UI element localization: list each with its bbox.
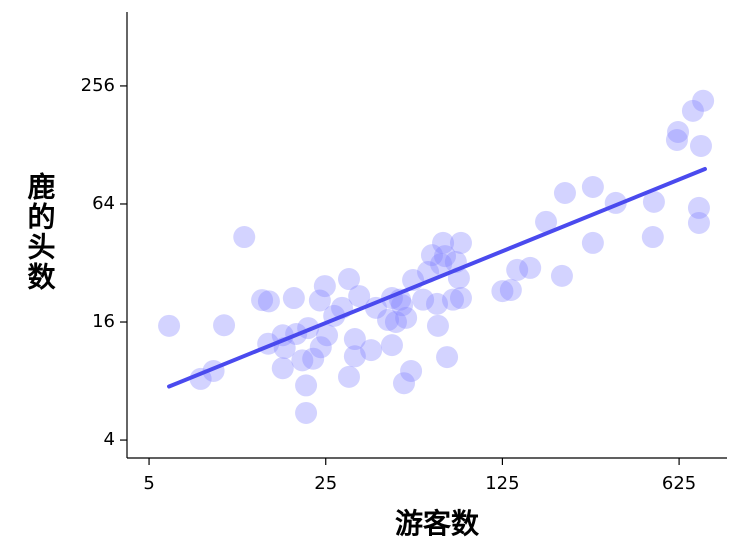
point xyxy=(257,290,280,313)
point xyxy=(553,182,576,205)
point xyxy=(581,231,604,254)
point xyxy=(380,334,403,357)
point xyxy=(158,314,181,337)
point xyxy=(499,279,522,302)
point xyxy=(343,345,366,368)
point xyxy=(360,339,383,362)
point xyxy=(295,374,318,397)
point xyxy=(449,231,472,254)
x-tick-label: 625 xyxy=(662,473,696,494)
point xyxy=(430,253,453,276)
point xyxy=(348,285,371,308)
point xyxy=(550,264,573,287)
y-tick-label: 4 xyxy=(104,429,115,450)
point xyxy=(491,280,514,303)
point xyxy=(449,287,472,310)
x-axis-label: 游客数 xyxy=(395,507,480,540)
point xyxy=(434,245,457,268)
point xyxy=(395,306,418,329)
point xyxy=(535,210,558,233)
point xyxy=(309,336,332,359)
point xyxy=(641,226,664,249)
point xyxy=(506,258,529,281)
point xyxy=(282,287,305,310)
x-tick-label: 5 xyxy=(143,473,154,494)
y-tick-label: 256 xyxy=(81,75,115,96)
point xyxy=(692,89,715,112)
point xyxy=(271,357,294,380)
point xyxy=(432,231,455,254)
point xyxy=(426,314,449,337)
point xyxy=(213,314,236,337)
point xyxy=(233,226,256,249)
point xyxy=(420,244,443,267)
point xyxy=(316,324,339,347)
point xyxy=(384,311,407,334)
trend-line xyxy=(167,167,707,389)
point xyxy=(400,360,423,383)
point xyxy=(308,289,331,312)
point xyxy=(436,346,459,369)
point xyxy=(343,328,366,351)
point xyxy=(665,128,688,151)
point xyxy=(251,289,274,312)
point xyxy=(581,176,604,199)
point xyxy=(295,401,318,424)
point xyxy=(391,294,414,317)
y-tick-label: 64 xyxy=(92,193,115,214)
point xyxy=(337,365,360,388)
point xyxy=(687,196,710,219)
point xyxy=(687,211,710,234)
x-tick-label: 25 xyxy=(314,473,337,494)
point xyxy=(337,268,360,291)
point xyxy=(313,275,336,298)
point xyxy=(392,372,415,395)
point xyxy=(412,288,435,311)
point xyxy=(667,121,690,144)
point xyxy=(302,347,325,370)
point xyxy=(291,349,314,372)
point xyxy=(442,288,465,311)
point xyxy=(519,256,542,279)
y-tick-label: 16 xyxy=(92,311,115,332)
point xyxy=(377,308,400,331)
x-tick-label: 125 xyxy=(485,473,519,494)
point xyxy=(642,190,665,213)
point xyxy=(681,99,704,122)
point xyxy=(426,292,449,315)
point xyxy=(689,134,712,157)
y-axis-label: 鹿的头数 xyxy=(24,171,57,292)
